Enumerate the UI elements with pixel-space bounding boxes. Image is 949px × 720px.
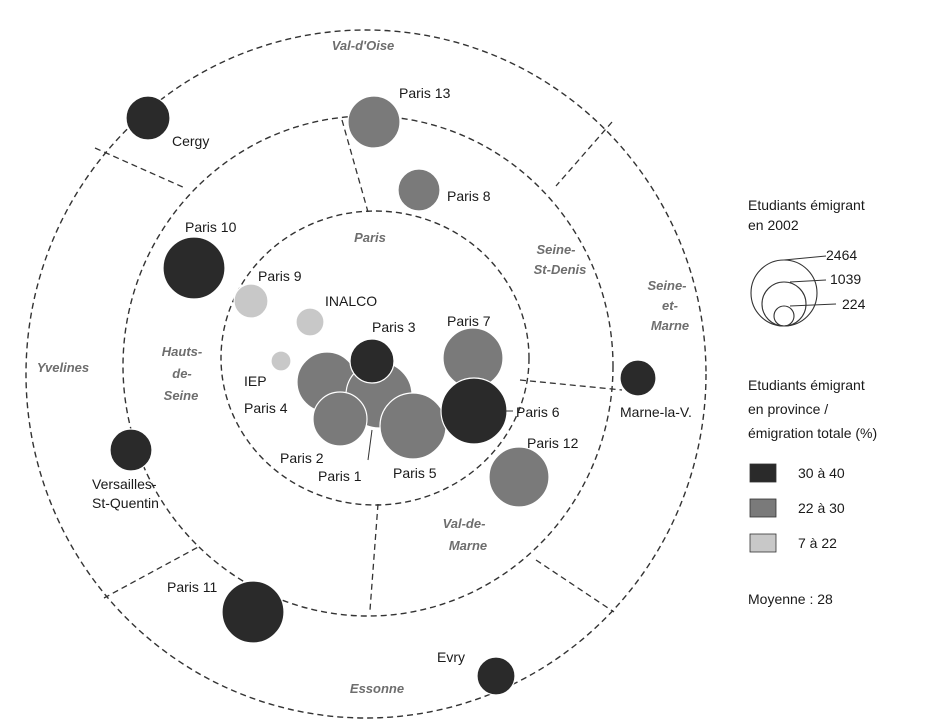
legend-swatch-mid [749, 498, 777, 518]
legend-circle-medium [761, 281, 807, 327]
label-marne: Marne-la-V. [620, 404, 692, 420]
zone-val-doise: Val-d'Oise [332, 38, 395, 53]
label-evry: Evry [437, 649, 465, 665]
legend-swatch-dark [749, 463, 777, 483]
label-paris2: Paris 2 [280, 450, 324, 466]
zone-hauts-de-seine-l3: Seine [164, 388, 199, 403]
legend-class-title-l3: émigration totale (%) [748, 425, 877, 441]
zone-seine-et-marne-l3: Marne [651, 318, 689, 333]
bubble-paris13[interactable] [347, 95, 401, 149]
legend-class-label-mid: 22 à 30 [798, 500, 845, 516]
zone-val-de-marne-l1: Val-de- [443, 516, 486, 531]
label-paris11: Paris 11 [167, 579, 218, 595]
boundary-valoise-seinestdenis [341, 119, 369, 213]
bubble-paris5[interactable] [379, 392, 447, 460]
label-paris7: Paris 7 [447, 313, 491, 329]
legend-class-title-l1: Etudiants émigrant [748, 377, 865, 393]
bubble-paris8[interactable] [397, 168, 441, 212]
zone-seine-et-marne-l1: Seine- [647, 278, 686, 293]
zone-seine-st-denis-l1: Seine- [536, 242, 575, 257]
label-inalco: INALCO [325, 293, 377, 309]
bubble-paris12[interactable] [488, 446, 550, 508]
legend-leader-small [789, 303, 837, 307]
legend-size-value-large: 2464 [826, 247, 857, 263]
label-paris10: Paris 10 [185, 219, 237, 235]
legend-leader-large [783, 255, 827, 261]
bubble-paris11[interactable] [221, 580, 285, 644]
zone-essonne: Essonne [350, 681, 404, 696]
bubble-paris3[interactable] [349, 338, 395, 384]
outer-ring [25, 29, 707, 719]
boundary-valdemarne-essonne [369, 503, 379, 611]
legend-size-value-medium: 1039 [830, 271, 861, 287]
legend-class-label-light: 7 à 22 [798, 535, 837, 551]
zone-yvelines: Yvelines [37, 360, 89, 375]
legend-swatch-light [749, 533, 777, 553]
legend-class: Etudiants émigrant en province / émigrat… [748, 377, 877, 607]
legend-size-title-l1: Etudiants émigrant [748, 197, 865, 213]
label-cergy: Cergy [172, 133, 209, 149]
legend-size-title-l2: en 2002 [748, 217, 799, 233]
zone-seine-st-denis-l2: St-Denis [534, 262, 587, 277]
boundary-valdemarne-seineetmarne [535, 559, 615, 613]
bubble-paris9[interactable] [233, 283, 269, 319]
label-paris8: Paris 8 [447, 188, 491, 204]
legend-average: Moyenne : 28 [748, 591, 833, 607]
label-paris5: Paris 5 [393, 465, 437, 481]
zone-val-de-marne-l2: Marne [449, 538, 487, 553]
legend-class-label-dark: 30 à 40 [798, 465, 845, 481]
zone-paris: Paris [354, 230, 386, 245]
bubble-versailles[interactable] [109, 428, 153, 472]
bubble-paris10[interactable] [162, 236, 226, 300]
zone-hauts-de-seine-l2: de- [172, 366, 192, 381]
label-paris1: Paris 1 [318, 468, 362, 484]
legend-size: Etudiants émigrant en 2002 2464 1039 224 [748, 197, 866, 327]
inner-ring [220, 210, 530, 506]
label-paris4: Paris 4 [244, 400, 288, 416]
label-paris9: Paris 9 [258, 268, 302, 284]
label-paris13: Paris 13 [399, 85, 451, 101]
label-paris12: Paris 12 [527, 435, 579, 451]
zone-seine-et-marne-l2: et- [662, 298, 678, 313]
bubble-cergy[interactable] [125, 95, 171, 141]
boundary-yvelines-essonne [103, 545, 201, 599]
legend-size-value-small: 224 [842, 296, 866, 312]
bubble-iep[interactable] [270, 350, 292, 372]
bubble-evry[interactable] [476, 656, 516, 696]
label-iep: IEP [244, 373, 267, 389]
boundary-seinestdenis-seineetmarne [555, 121, 613, 187]
bubble-inalco[interactable] [295, 307, 325, 337]
bubble-marne[interactable] [619, 359, 657, 397]
label-paris6: Paris 6 [516, 404, 560, 420]
leader-paris1 [367, 429, 373, 461]
legend-leader-medium [789, 279, 827, 283]
label-paris3: Paris 3 [372, 319, 416, 335]
label-versailles-l1: Versailles- [92, 476, 157, 492]
legend-circle-small [773, 305, 795, 327]
label-versailles-l2: St-Quentin [92, 495, 159, 511]
boundary-seinestdenis-valdemarne [519, 379, 623, 391]
bubble-paris6[interactable] [440, 377, 508, 445]
boundary-valoise-yvelines [94, 147, 186, 189]
zone-hauts-de-seine-l1: Hauts- [162, 344, 202, 359]
legend-class-title-l2: en province / [748, 401, 828, 417]
bubble-paris2[interactable] [312, 391, 368, 447]
legend-circle-large [750, 259, 818, 327]
